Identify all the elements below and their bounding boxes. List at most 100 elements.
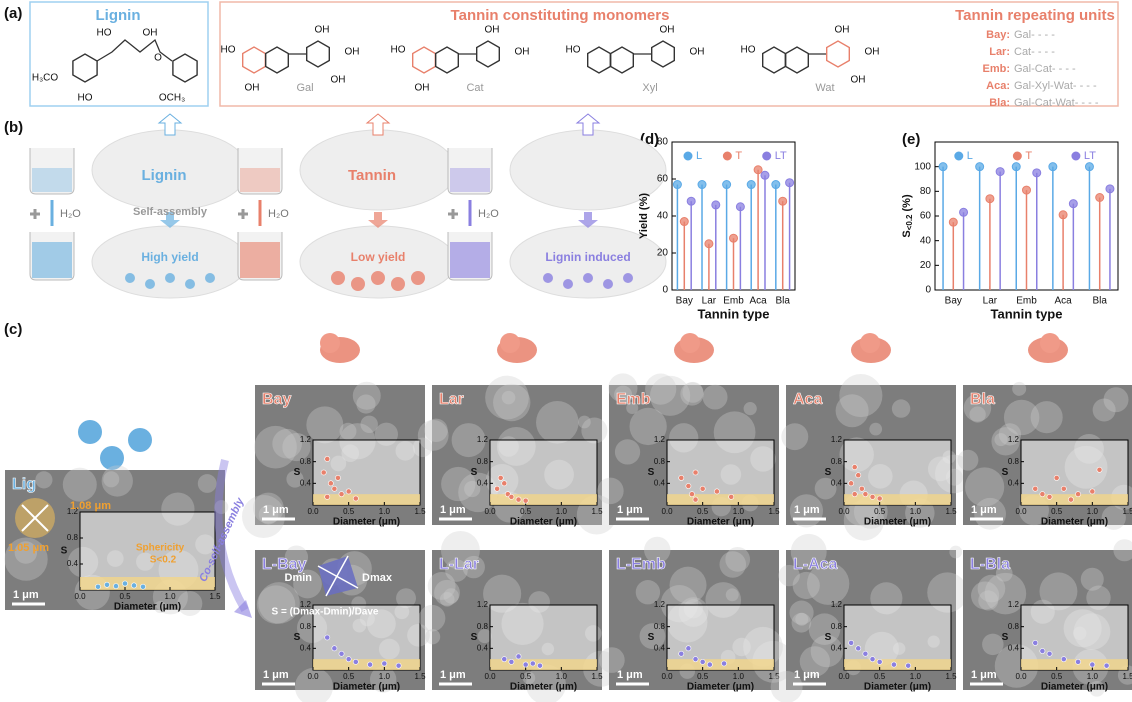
scatter-point [855,472,862,479]
lollipop-head [1058,210,1068,220]
inset-y-tick-label: 0.8 [477,622,489,631]
inset-y-tick-label: 0.4 [477,643,489,652]
sem-texture [282,432,311,462]
scatter-point [324,493,331,500]
inset-y-tick-label: 0.4 [654,478,666,487]
atom-label: OH [315,25,330,36]
inset-y-tick-label: 0.4 [1008,478,1020,487]
inset-y-label: S [1002,467,1009,478]
sem-texture [101,465,133,497]
y-tick-label: 80 [657,137,669,148]
threshold-band [667,659,774,670]
lollipop-head [785,178,795,188]
inset-y-tick-label: 0.8 [654,622,666,631]
scatter-point [501,656,508,663]
sem-texture [417,419,449,451]
inset-y-tick-label: 0.8 [1008,622,1020,631]
sem-texture [629,407,667,446]
sem-texture [608,373,638,403]
legend-marker [683,151,693,161]
inset-y-label: S [825,632,832,643]
particle [205,273,215,283]
scatter-point [1039,491,1046,498]
y-axis-label: S<0.2 (%) [901,194,914,238]
sem-texture [639,623,666,650]
sem-texture [614,385,633,404]
particle [165,273,175,283]
scatter-point [862,491,869,498]
inset-x-tick-label: 0.5 [119,592,131,601]
scale-label: 1 μm [263,504,289,516]
sem-texture [680,382,704,406]
sem-texture [214,500,229,514]
ring [785,46,809,74]
sem-texture [577,415,591,429]
inset-x-tick-label: 0.5 [520,507,532,516]
inset-x-label: Diameter (μm) [333,682,400,693]
particle [583,273,593,283]
inset-y-label: S [471,467,478,478]
threshold-label: S<0.2 [150,555,177,566]
sem-texture [963,394,992,422]
lignin-sphere [100,446,124,470]
sem-texture [177,591,203,617]
sem-texture [790,533,827,570]
threshold-band [313,659,420,670]
scatter-point [522,497,529,504]
scatter-point [327,480,334,487]
inset-y-tick-label: 1.2 [67,507,79,516]
scatter-point [331,485,338,492]
inset-x-tick-label: 0.0 [1015,672,1027,681]
scatter-point [876,658,883,665]
particle [563,279,573,289]
scale-label: 1 μm [971,669,997,681]
sem-texture [814,477,837,500]
inset-y-tick-label: 1.2 [654,435,666,444]
sem-texture [957,449,979,471]
particle [125,273,135,283]
scatter-point [721,660,727,667]
sem-texture [1003,399,1040,436]
sem-texture [369,666,397,693]
unit-name: Aca: [986,80,1010,92]
unit-name: Lar: [989,46,1010,58]
sem-texture [644,536,671,564]
sem-texture [294,667,333,702]
scatter-point [522,661,529,668]
inset-y-tick-label: 1.2 [477,435,489,444]
sem-texture [598,647,625,673]
inset-y-tick-label: 0.4 [831,643,843,652]
panel-label: (c) [4,321,22,338]
inset-x-tick-label: 1.5 [1122,507,1132,516]
sem-texture [965,467,1005,507]
x-tick-label: Lar [702,296,717,307]
outcome-label: High yield [141,250,198,264]
scatter-point [1089,488,1096,495]
y-tick-label: 20 [657,248,669,259]
sem-texture [425,629,441,645]
tannin-particle [500,333,520,353]
hollow-arrow [365,113,391,136]
atom-label: O [154,53,162,64]
sem-texture [536,401,579,444]
ring [72,53,98,83]
liquid [450,242,490,278]
lollipop-head [975,162,985,172]
scatter-point [876,495,883,502]
inset-x-label: Diameter (μm) [333,517,400,528]
inset-x-tick-label: 1.0 [733,672,745,681]
inset-y-label: S [1002,632,1009,643]
sem-texture [626,402,639,415]
lignin-box [29,1,209,107]
sem-texture [778,564,800,587]
sem-texture [477,629,492,644]
monomers-title: Tannin constituting monomers [451,7,670,24]
sem-texture [272,428,302,459]
scatter-point [728,493,735,500]
plus [238,209,248,219]
inset-x-tick-label: 0.0 [838,672,850,681]
sem-texture [241,494,286,538]
sem-texture [462,555,485,579]
scatter-point [131,582,137,589]
inset-x-tick-label: 0.5 [343,507,355,516]
